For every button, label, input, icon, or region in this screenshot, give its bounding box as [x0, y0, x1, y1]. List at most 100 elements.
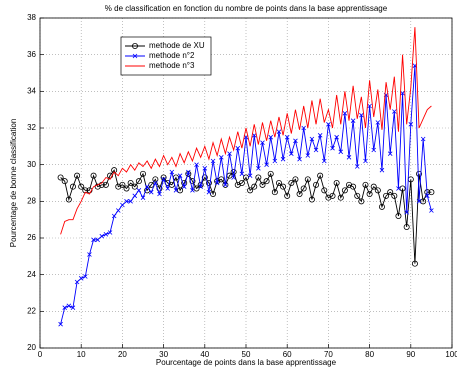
point — [177, 187, 184, 194]
point — [329, 192, 336, 199]
point — [227, 151, 232, 156]
point — [317, 133, 323, 138]
point — [61, 178, 68, 185]
point — [124, 199, 129, 204]
point — [350, 183, 357, 190]
point — [293, 138, 298, 144]
point — [321, 158, 327, 164]
point — [111, 213, 117, 219]
x-tick-label: 70 — [324, 350, 333, 359]
point — [308, 196, 315, 203]
y-tick-label: 22 — [27, 306, 36, 315]
point — [370, 183, 377, 190]
point — [74, 172, 81, 179]
point — [120, 202, 125, 208]
point — [367, 103, 372, 109]
x-tick-label: 0 — [38, 350, 43, 359]
point — [177, 173, 183, 178]
point — [301, 125, 306, 131]
point — [235, 145, 241, 151]
point — [119, 181, 126, 188]
point — [271, 189, 278, 196]
point — [338, 149, 344, 155]
point — [62, 305, 68, 310]
point — [238, 179, 245, 186]
point — [65, 196, 72, 203]
x-tick-label: 40 — [200, 350, 209, 359]
point — [358, 198, 365, 205]
y-tick-label: 28 — [27, 196, 36, 205]
point — [272, 158, 278, 164]
point — [186, 169, 191, 175]
point — [173, 188, 179, 193]
point — [276, 129, 282, 134]
point — [400, 90, 405, 96]
point — [280, 156, 286, 162]
point — [185, 170, 192, 177]
point — [131, 183, 138, 190]
point — [346, 155, 352, 160]
point — [127, 179, 134, 186]
point — [408, 122, 414, 127]
point — [280, 183, 287, 190]
point — [297, 156, 302, 162]
point — [123, 185, 130, 192]
point — [403, 223, 410, 230]
point — [404, 210, 409, 215]
point — [210, 158, 216, 164]
point — [90, 172, 97, 179]
point — [256, 166, 261, 171]
x-tick-label: 10 — [77, 350, 86, 359]
point — [416, 170, 423, 177]
point — [379, 167, 385, 173]
point — [239, 171, 245, 177]
point — [58, 321, 63, 327]
point — [317, 172, 324, 179]
point — [247, 173, 253, 178]
point — [313, 181, 320, 188]
point — [387, 151, 393, 156]
point — [102, 181, 109, 188]
point — [416, 199, 422, 204]
x-tick-label: 30 — [159, 350, 168, 359]
point — [156, 185, 163, 192]
point — [424, 193, 430, 199]
y-tick-label: 38 — [27, 13, 36, 22]
point — [214, 180, 220, 186]
point — [305, 153, 311, 158]
chart-title: % de classification en fonction du nombr… — [105, 4, 388, 13]
point — [87, 252, 92, 257]
x-tick-label: 50 — [242, 350, 251, 359]
y-tick-label: 36 — [27, 50, 36, 59]
point — [326, 122, 331, 127]
point — [420, 136, 426, 142]
point — [115, 208, 121, 213]
point — [153, 180, 158, 186]
y-tick-label: 34 — [27, 86, 36, 95]
point — [140, 195, 146, 200]
point — [267, 170, 274, 177]
point — [78, 276, 84, 281]
point — [57, 174, 64, 181]
point — [251, 183, 258, 190]
point — [337, 194, 344, 201]
point — [341, 187, 348, 194]
point — [255, 174, 262, 181]
point — [194, 162, 199, 167]
x-tick-label: 100 — [445, 350, 457, 359]
point — [103, 232, 109, 237]
point — [169, 169, 175, 175]
point — [86, 187, 93, 194]
point — [289, 151, 294, 156]
x-tick-label: 60 — [283, 350, 292, 359]
point — [330, 145, 335, 151]
point — [144, 184, 150, 189]
point — [69, 183, 76, 190]
point — [223, 182, 228, 188]
point — [198, 184, 203, 189]
y-tick-label: 24 — [27, 270, 36, 279]
point — [428, 189, 435, 196]
point — [218, 155, 224, 160]
point — [78, 183, 85, 190]
point — [309, 136, 315, 142]
